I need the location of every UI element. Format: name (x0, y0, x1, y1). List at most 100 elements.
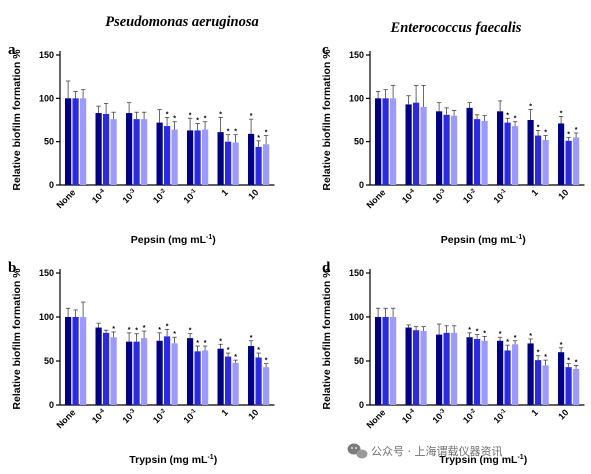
bar (80, 317, 87, 405)
bar (413, 102, 420, 185)
bar (255, 357, 262, 405)
bar (187, 130, 194, 185)
x-tick-label: 1 (219, 187, 230, 198)
bar (405, 104, 412, 185)
bar (225, 141, 232, 185)
significance-star: * (250, 113, 253, 120)
bar (156, 340, 163, 405)
significance-star: * (166, 323, 169, 330)
significance-star: * (189, 328, 192, 335)
x-tick-label: 10-2 (151, 407, 169, 425)
title-right: Enterococcus faecalis (390, 20, 522, 36)
bar (436, 111, 443, 185)
significance-star: * (227, 129, 230, 136)
significance-star: * (514, 335, 517, 342)
bar (436, 334, 443, 405)
bar (164, 126, 171, 185)
panel-letter: c (322, 42, 329, 58)
bar (225, 356, 232, 405)
x-tick-label: 10-4 (400, 407, 418, 425)
significance-star: * (234, 354, 237, 361)
bar (558, 352, 565, 405)
bar (535, 135, 542, 185)
significance-star: * (514, 116, 517, 123)
bar (65, 98, 72, 185)
bar (248, 346, 255, 405)
bar (263, 144, 270, 185)
x-tick-label: 10 (246, 187, 260, 201)
significance-star: * (166, 111, 169, 118)
significance-star: * (143, 325, 146, 332)
x-tick-label: 10-3 (120, 407, 138, 425)
bar (390, 317, 397, 405)
x-axis-title: Trypsin (mg mL-1) (439, 454, 527, 466)
significance-star: * (537, 124, 540, 131)
bar (255, 146, 262, 185)
y-axis-title: Relative biofilm formation % (321, 268, 333, 410)
significance-star: * (189, 112, 192, 119)
significance-star: * (257, 347, 260, 354)
bar (156, 122, 163, 185)
bar (217, 132, 224, 185)
bar (573, 137, 580, 185)
y-axis-title: Relative biofilm formation % (11, 268, 23, 410)
significance-star: * (227, 347, 230, 354)
x-tick-label: 10-3 (120, 187, 138, 205)
panel-letter: d (322, 260, 331, 276)
significance-star: * (196, 340, 199, 347)
significance-star: * (265, 130, 268, 137)
x-tick-label: 10-3 (430, 407, 448, 425)
x-tick-label: 10 (556, 187, 570, 201)
x-tick-label: 10-2 (461, 187, 479, 205)
significance-star: * (506, 339, 509, 346)
bar (481, 120, 488, 185)
significance-star: * (483, 330, 486, 337)
bar (72, 98, 79, 185)
bar (95, 113, 102, 185)
bar (390, 98, 397, 185)
significance-star: * (537, 350, 540, 357)
bar (443, 332, 450, 405)
bar (497, 111, 504, 185)
x-axis-title: Trypsin (mg mL-1) (129, 454, 217, 466)
x-tick-label: 10-1 (491, 187, 509, 205)
x-tick-label: 10 (246, 407, 260, 421)
significance-star: * (529, 333, 532, 340)
significance-star: * (575, 359, 578, 366)
bar (110, 337, 117, 405)
y-tick-label: 100 (349, 312, 364, 322)
significance-star: * (204, 340, 207, 347)
bar (375, 317, 382, 405)
bar (232, 362, 239, 405)
significance-star: * (135, 328, 138, 335)
bar (248, 133, 255, 185)
y-tick-label: 150 (349, 50, 364, 60)
bar (126, 341, 133, 405)
significance-star: * (499, 331, 502, 338)
significance-star: * (506, 112, 509, 119)
bar (232, 142, 239, 185)
x-axis-title: Pepsin (mg mL-1) (131, 234, 216, 246)
bar (263, 367, 270, 405)
x-tick-label: None (364, 407, 387, 430)
y-tick-label: 0 (359, 400, 364, 410)
x-tick-label: None (54, 407, 77, 430)
y-tick-label: 150 (39, 50, 54, 60)
significance-star: * (265, 358, 268, 365)
bar (527, 120, 534, 185)
bar (504, 122, 511, 185)
y-axis-title: Relative biofilm formation % (321, 49, 333, 191)
bar (535, 360, 542, 405)
bar (542, 365, 549, 405)
bar (80, 98, 87, 185)
bar (558, 123, 565, 185)
bar (565, 140, 572, 185)
bar (110, 119, 117, 185)
bar (481, 340, 488, 405)
significance-star: * (544, 354, 547, 361)
x-tick-label: None (364, 187, 387, 210)
bar (474, 119, 481, 185)
